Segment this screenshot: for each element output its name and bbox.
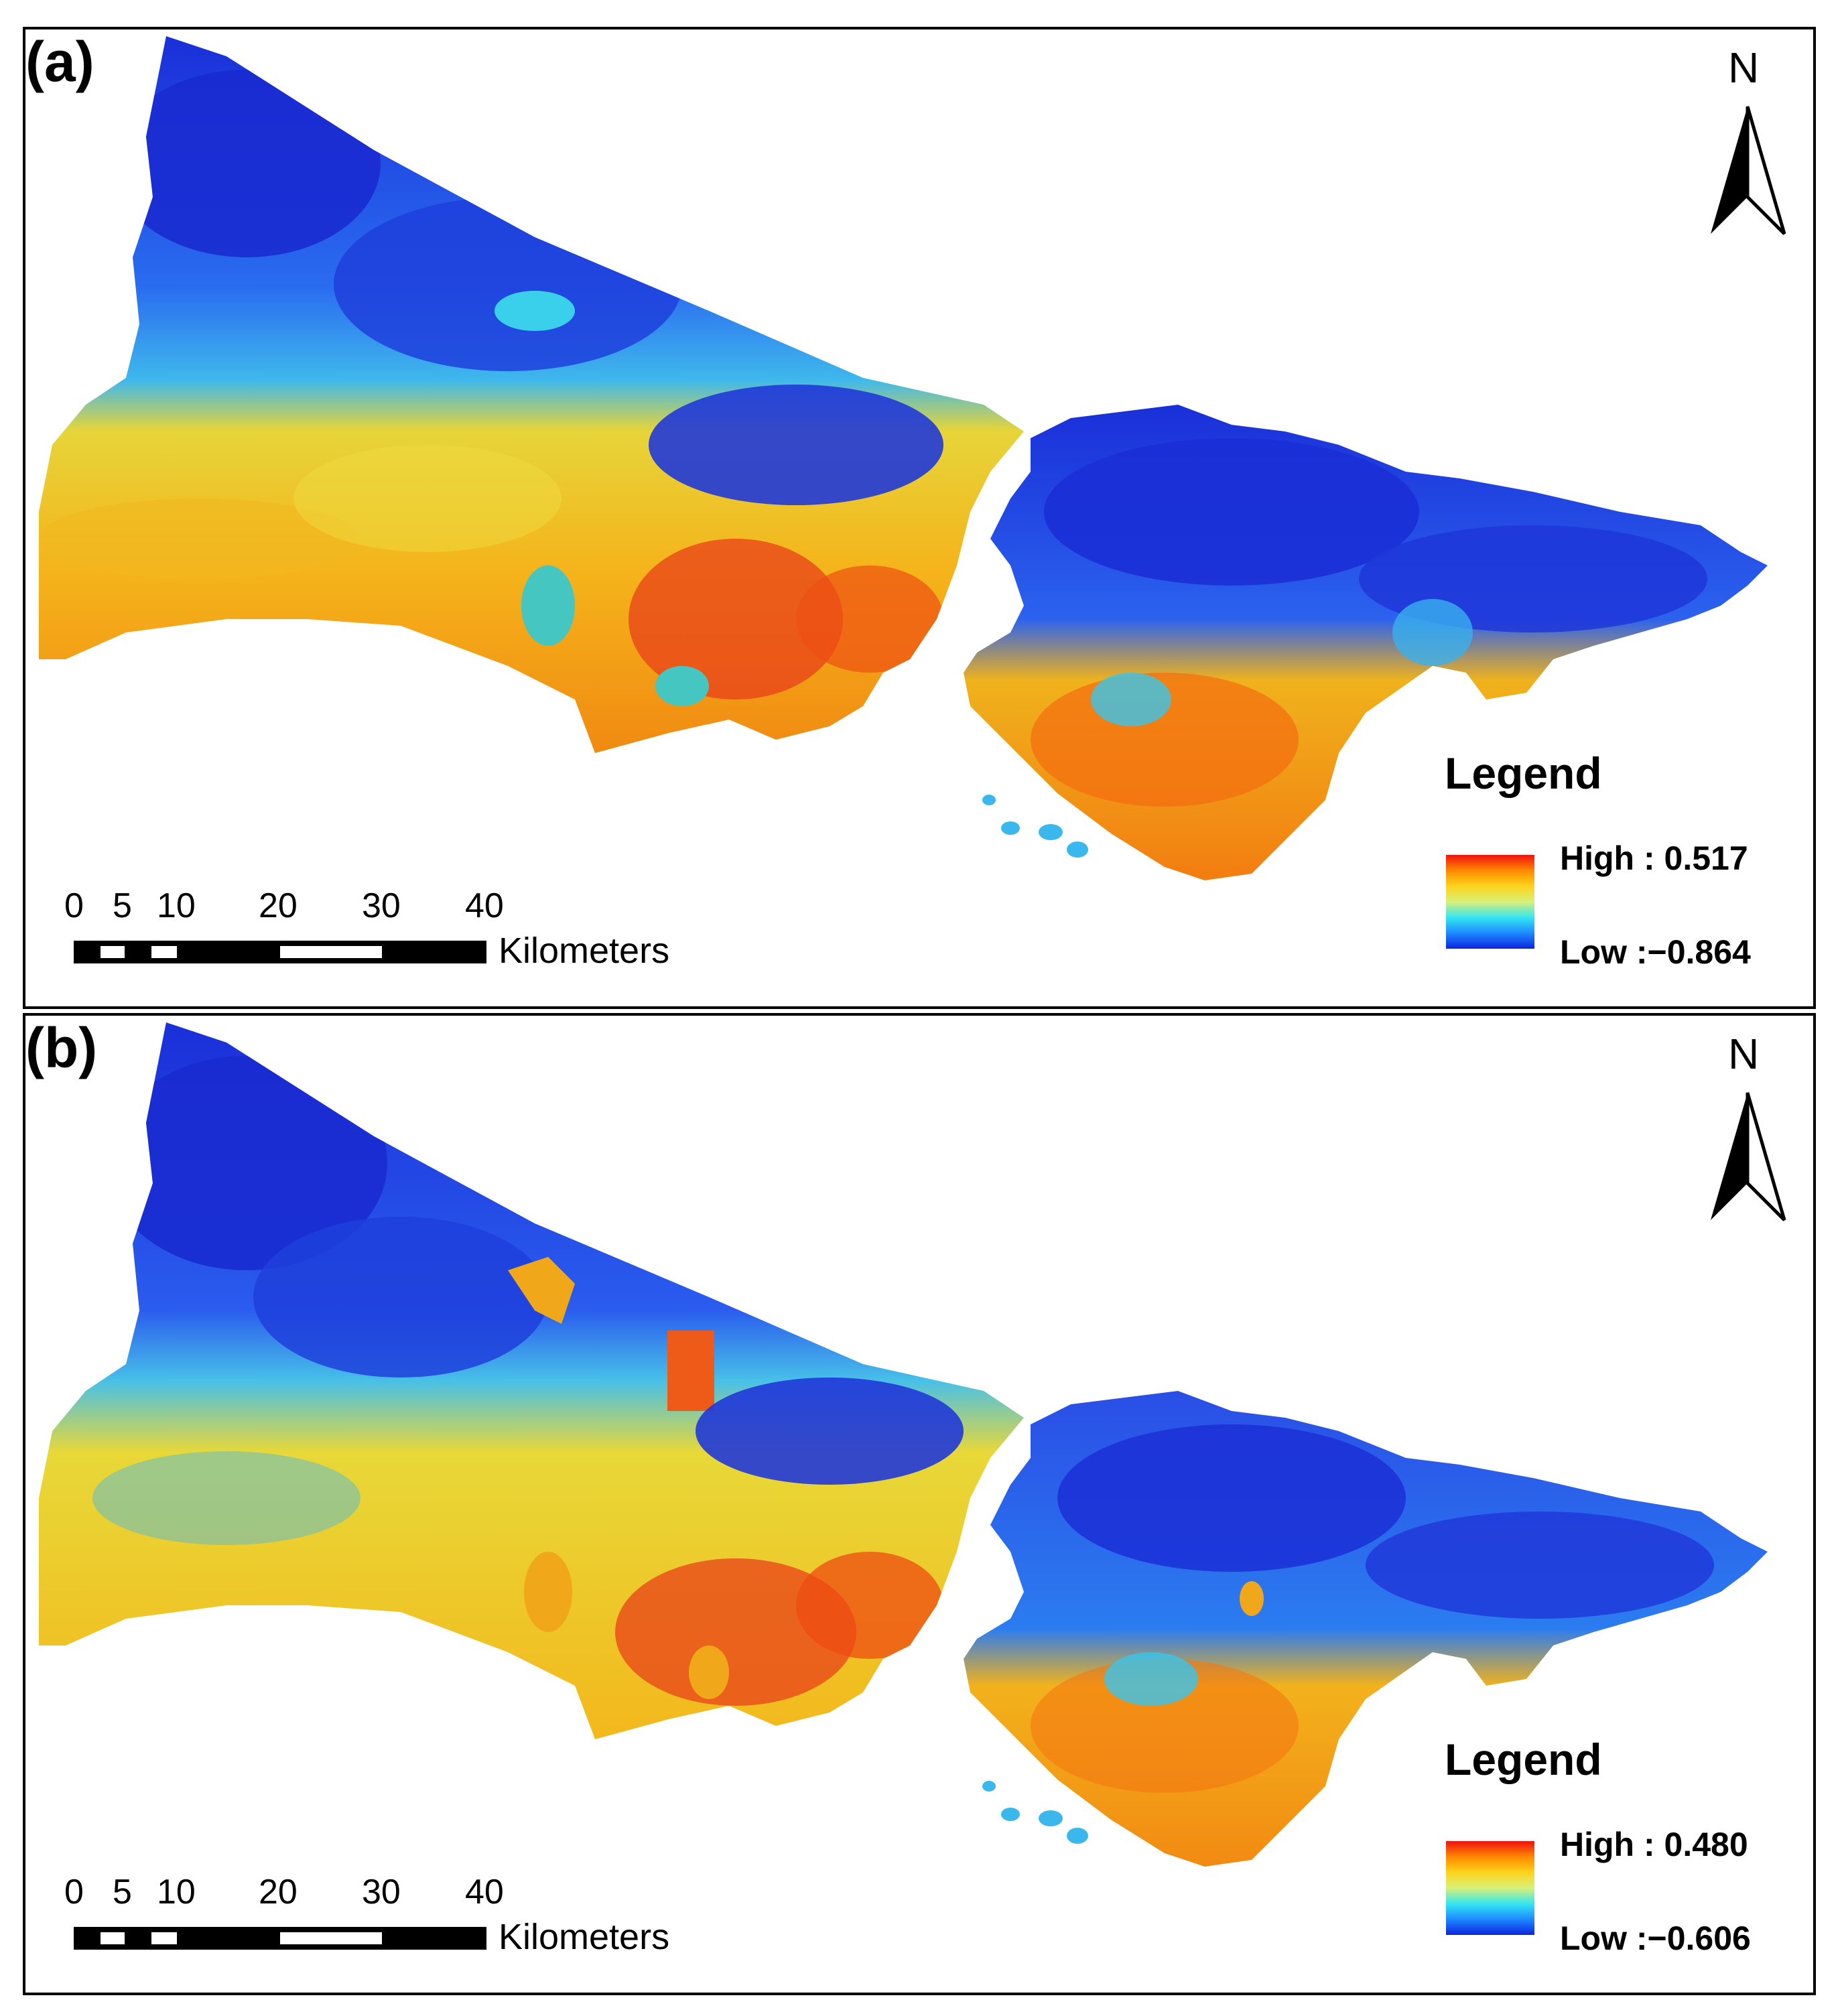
legend-color-ramp (1446, 855, 1534, 949)
scale-tick: 10 (157, 1873, 196, 1911)
legend-low-label: Low :−0.606 (1560, 1920, 1751, 1957)
scale-tick: 30 (362, 886, 401, 925)
legend-color-ramp (1446, 1841, 1534, 1935)
legend-low-label: Low :−0.864 (1560, 933, 1751, 971)
scale-bar-unit: Kilometers (499, 1917, 670, 1957)
legend-title: Legend (1445, 1735, 1602, 1784)
istanbul-map-b (39, 1022, 1768, 1867)
scale-tick: 20 (259, 886, 298, 925)
scale-tick: 5 (113, 1873, 132, 1911)
panel-label: (b) (25, 1016, 98, 1079)
istanbul-map-a (39, 36, 1768, 880)
scale-bar (74, 941, 486, 963)
legend-high-label: High : 0.517 (1560, 839, 1748, 877)
map-panel-b: (b) N Legend High : 0.480 Low :−0.606 0 … (23, 1013, 1816, 1995)
legend-high-label: High : 0.480 (1560, 1826, 1748, 1863)
scale-tick: 40 (465, 1873, 504, 1911)
north-label: N (1728, 1030, 1760, 1078)
scale-tick: 0 (64, 1873, 84, 1911)
scale-bar-unit: Kilometers (499, 931, 670, 971)
north-arrow-icon (1711, 106, 1786, 235)
legend-title: Legend (1445, 748, 1602, 798)
map-panel-a: (a) N Legend High : 0.517 Low :−0.864 0 … (23, 27, 1816, 1009)
north-label: N (1728, 44, 1760, 92)
scale-tick: 20 (259, 1873, 298, 1911)
scale-bar (74, 1927, 486, 1950)
north-arrow-icon (1711, 1092, 1786, 1221)
scale-tick: 5 (113, 886, 132, 925)
scale-tick: 30 (362, 1873, 401, 1911)
scale-tick: 40 (465, 886, 504, 925)
scale-tick: 0 (64, 886, 84, 925)
scale-tick: 10 (157, 886, 196, 925)
panel-label: (a) (25, 30, 94, 93)
